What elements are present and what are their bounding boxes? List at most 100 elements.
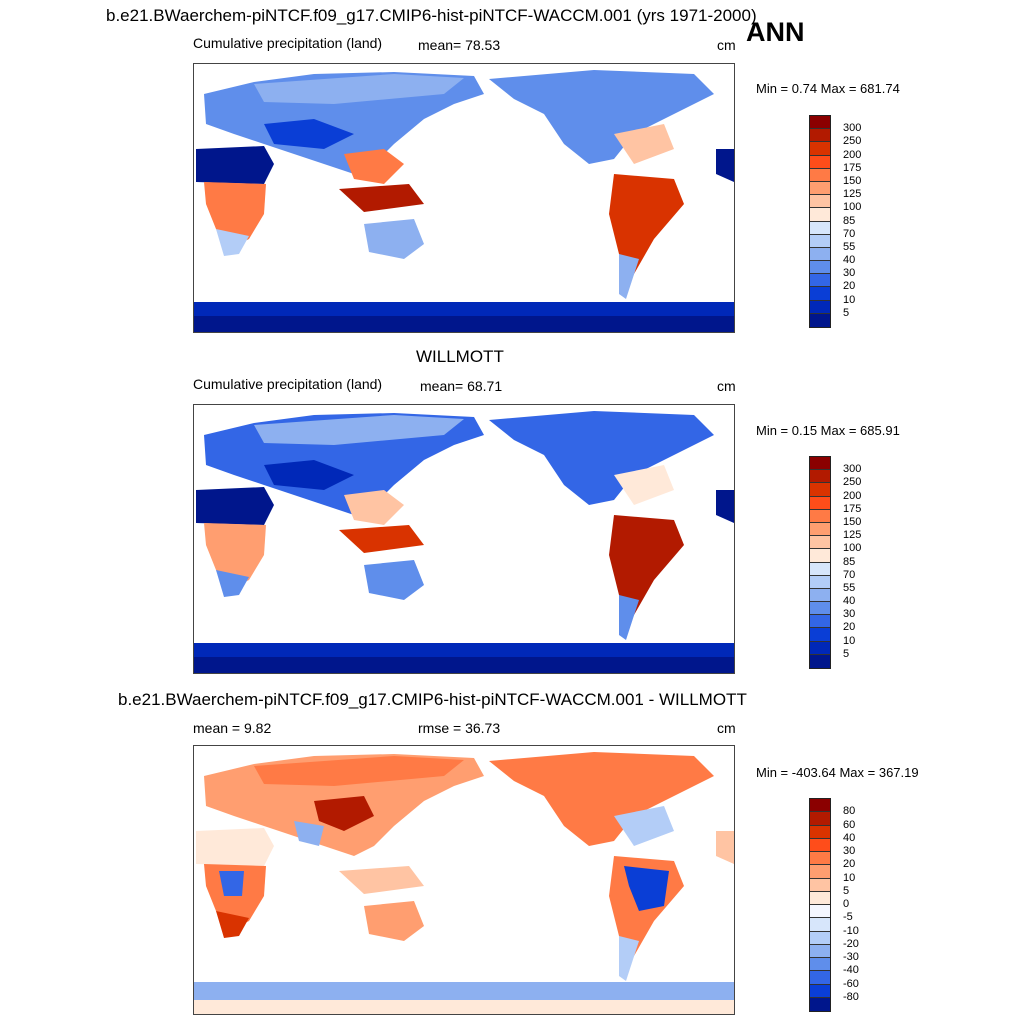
colorbar-tick-label: 20	[843, 621, 856, 634]
colorbar-swatch	[810, 142, 830, 156]
patagonia	[619, 254, 639, 299]
colorbar-tick-label: 250	[843, 476, 862, 489]
colorbar-tick-label: -60	[843, 977, 859, 990]
panel1-map-svg	[194, 70, 734, 332]
colorbar-swatch	[810, 274, 830, 288]
eastern-us-wet	[614, 124, 674, 164]
siberia-band	[254, 415, 464, 445]
colorbar-swatch	[810, 247, 830, 262]
colorbar-swatch	[810, 891, 830, 905]
colorbar-swatch	[810, 536, 830, 550]
colorbar-swatch	[810, 588, 830, 603]
southern-africa	[216, 229, 249, 256]
amazon-negative	[624, 866, 669, 911]
colorbar-tick-label: 30	[843, 608, 856, 621]
colorbar-swatch	[810, 812, 830, 826]
colorbar-swatch	[810, 549, 830, 563]
colorbar-tick-label: 100	[843, 542, 862, 555]
colorbar-swatch	[810, 155, 830, 169]
colorbar-tick-label: 10	[843, 871, 856, 884]
colorbar-tick-label: 5	[843, 647, 850, 660]
colorbar-tick-label: 125	[843, 529, 862, 542]
colorbar-tick-label: -80	[843, 990, 859, 1003]
colorbar-swatch	[810, 958, 830, 972]
colorbar-swatch	[810, 562, 830, 576]
siberia-band	[254, 74, 464, 104]
colorbar-tick-label: 80	[843, 805, 856, 818]
patagonia	[619, 595, 639, 640]
panel3-colorbar	[809, 798, 831, 1012]
colorbar-swatch	[810, 575, 830, 589]
colorbar-tick-label: 300	[843, 463, 862, 476]
colorbar-swatch	[810, 905, 830, 919]
panel1-colorbar	[809, 115, 831, 328]
colorbar-swatch	[810, 221, 830, 235]
colorbar-swatch	[810, 300, 830, 314]
colorbar-tick-label: 200	[843, 148, 862, 161]
central-asia-dry	[264, 119, 354, 149]
top-panel-title: b.e21.BWaerchem-piNTCF.f09_g17.CMIP6-his…	[106, 6, 757, 25]
colorbar-tick-label: 40	[843, 831, 856, 844]
panel3-mean-label: mean = 9.82	[193, 720, 272, 736]
tibet-positive	[314, 796, 374, 831]
colorbar-tick-label: 60	[843, 818, 856, 831]
colorbar-tick-label: 175	[843, 161, 862, 174]
antarctica-interior	[194, 316, 734, 332]
colorbar-swatch	[810, 470, 830, 484]
colorbar-tick-label: 55	[843, 581, 856, 594]
colorbar-swatch	[810, 509, 830, 523]
indonesia-mixed	[339, 866, 424, 894]
colorbar-tick-label: -10	[843, 924, 859, 937]
colorbar-tick-label: 150	[843, 515, 862, 528]
indonesia-wet	[339, 525, 424, 553]
season-label: ANN	[746, 17, 805, 47]
panel3-map	[193, 745, 735, 1015]
central-asia-dry	[264, 460, 354, 490]
panel1-units-label: cm	[717, 37, 736, 53]
colorbar-swatch	[810, 457, 830, 471]
colorbar-swatch	[810, 602, 830, 616]
panel2-mean-label: mean= 68.71	[420, 378, 503, 394]
panel1-mean-label: mean= 78.53	[418, 37, 501, 53]
colorbar-swatch	[810, 208, 830, 222]
colorbar-swatch	[810, 496, 830, 510]
panel2-colorbar	[809, 456, 831, 669]
colorbar-tick-label: 175	[843, 502, 862, 515]
panel1-map	[193, 63, 735, 333]
colorbar-swatch	[810, 195, 830, 209]
colorbar-swatch	[810, 984, 830, 998]
panel3-units-label: cm	[717, 720, 736, 736]
colorbar-swatch	[810, 628, 830, 642]
colorbar-tick-label: 5	[843, 306, 850, 319]
north-america-land	[489, 752, 714, 846]
colorbar-swatch	[810, 522, 830, 537]
panel2-map	[193, 404, 735, 674]
south-china-wet	[344, 149, 404, 184]
panel2-units-label: cm	[717, 378, 736, 394]
colorbar-swatch	[810, 918, 830, 932]
colorbar-tick-label: -5	[843, 911, 853, 924]
colorbar-swatch	[810, 116, 830, 130]
sahara-land	[196, 487, 274, 525]
colorbar-tick-label: 250	[843, 135, 862, 148]
sahara-land	[196, 146, 274, 184]
colorbar-swatch	[810, 261, 830, 275]
diff-panel-title: b.e21.BWaerchem-piNTCF.f09_g17.CMIP6-his…	[118, 690, 747, 709]
colorbar-tick-label: 5	[843, 884, 850, 897]
africa-right-edge	[716, 831, 734, 864]
colorbar-swatch	[810, 799, 830, 813]
colorbar-tick-label: 20	[843, 858, 856, 871]
colorbar-swatch	[810, 313, 830, 327]
antarctica	[194, 982, 734, 1000]
colorbar-tick-label: 30	[843, 845, 856, 857]
australia-land	[364, 560, 424, 600]
colorbar-swatch	[810, 483, 830, 497]
colorbar-tick-label: 40	[843, 595, 856, 608]
colorbar-swatch	[810, 838, 830, 852]
colorbar-tick-label: 20	[843, 280, 856, 293]
north-america-land	[489, 411, 714, 505]
colorbar-tick-label: 150	[843, 174, 862, 187]
colorbar-tick-label: -40	[843, 964, 859, 977]
colorbar-tick-label: -20	[843, 937, 859, 950]
colorbar-tick-label: 200	[843, 489, 862, 502]
